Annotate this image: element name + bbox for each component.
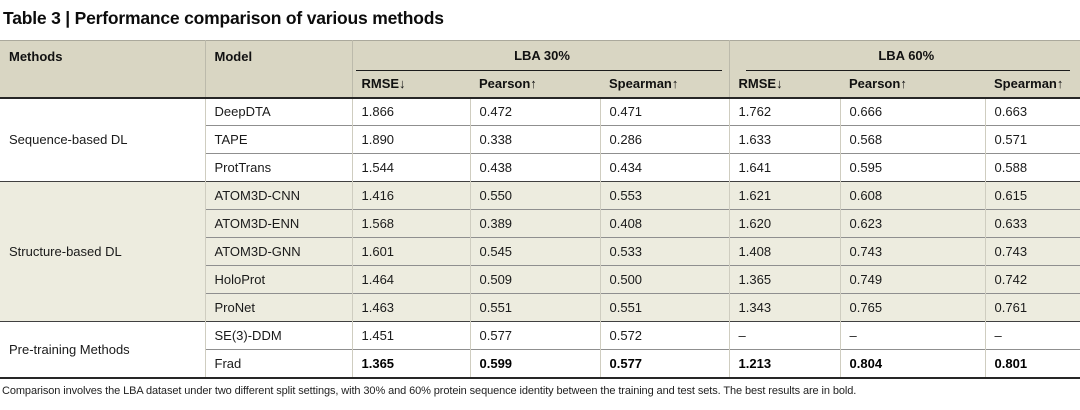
metric-cell: 0.434 xyxy=(599,153,730,182)
metric-cell: 1.213 xyxy=(728,349,841,378)
metric-cell: 1.890 xyxy=(351,125,470,154)
metric-cell: 0.572 xyxy=(599,321,730,350)
metric-cell: 1.601 xyxy=(351,237,470,266)
column-header-pearson-30: Pearson↑ xyxy=(470,70,600,99)
metric-cell: 1.620 xyxy=(728,209,841,238)
table-figure: Table 3 | Performance comparison of vari… xyxy=(0,8,1080,410)
metric-cell: 0.749 xyxy=(839,265,986,294)
metric-cell: 0.553 xyxy=(599,181,730,210)
metric-cell: 0.551 xyxy=(469,293,600,322)
metric-cell: 0.568 xyxy=(839,125,986,154)
metric-cell: – xyxy=(984,321,1080,350)
metric-cell: 1.762 xyxy=(728,97,841,126)
model-cell: SE(3)-DDM xyxy=(204,321,352,350)
model-cell: ProtTrans xyxy=(204,153,352,182)
metric-cell: 1.365 xyxy=(351,349,470,378)
metric-cell: 0.550 xyxy=(469,181,600,210)
metric-cell: 0.338 xyxy=(469,125,600,154)
metric-cell: 1.641 xyxy=(728,153,841,182)
column-header-pearson-60: Pearson↑ xyxy=(840,70,986,99)
table-row: ATOM3D-ENN 1.568 0.389 0.408 1.620 0.623… xyxy=(0,209,1080,238)
metric-cell: – xyxy=(728,321,841,350)
metric-cell: 0.472 xyxy=(469,97,600,126)
table-row: Structure-based DL ATOM3D-CNN 1.416 0.55… xyxy=(0,181,1080,322)
table-body: Sequence-based DL DeepDTA 1.866 0.472 0.… xyxy=(0,97,1080,378)
table-header: Methods Model LBA 30% LBA 60% RMSE↓ Pear… xyxy=(0,40,1080,99)
metric-cell: 0.608 xyxy=(839,181,986,210)
metric-cell: 1.365 xyxy=(728,265,841,294)
column-group-lba60: LBA 60% xyxy=(728,40,1080,71)
method-group-label: Structure-based DL xyxy=(0,181,205,322)
metric-cell: 1.633 xyxy=(728,125,841,154)
metric-cell: 1.568 xyxy=(351,209,470,238)
metric-cell: 0.588 xyxy=(984,153,1080,182)
metric-cell: 0.595 xyxy=(839,153,986,182)
table-row: ProtTrans 1.544 0.438 0.434 1.641 0.595 … xyxy=(0,153,1080,182)
model-cell: ATOM3D-GNN xyxy=(204,237,352,266)
table-footnote: Comparison involves the LBA dataset unde… xyxy=(2,384,857,397)
metric-cell: 0.471 xyxy=(599,97,730,126)
metric-cell: 1.416 xyxy=(351,181,470,210)
table-row: HoloProt 1.464 0.509 0.500 1.365 0.749 0… xyxy=(0,265,1080,294)
metric-cell: 0.801 xyxy=(984,349,1080,378)
metric-cell: 1.451 xyxy=(351,321,470,350)
column-group-lba30: LBA 30% xyxy=(351,40,730,71)
metric-cell: 0.633 xyxy=(984,209,1080,238)
column-header-rmse-30: RMSE↓ xyxy=(351,70,470,99)
metric-cell: 0.615 xyxy=(984,181,1080,210)
metric-cell: 0.438 xyxy=(469,153,600,182)
metric-cell: 0.765 xyxy=(839,293,986,322)
metric-cell: 0.509 xyxy=(469,265,600,294)
performance-table: Methods Model LBA 30% LBA 60% RMSE↓ Pear… xyxy=(0,40,1080,379)
metric-cell: 0.533 xyxy=(599,237,730,266)
metric-cell: 0.761 xyxy=(984,293,1080,322)
metric-cell: 0.551 xyxy=(599,293,730,322)
metric-cell: 0.663 xyxy=(984,97,1080,126)
metric-cell: 1.621 xyxy=(728,181,841,210)
table-row: Pre-training Methods SE(3)-DDM 1.451 0.5… xyxy=(0,321,1080,378)
metric-cell: 0.500 xyxy=(599,265,730,294)
metric-cell: 1.544 xyxy=(351,153,470,182)
metric-cell: 0.742 xyxy=(984,265,1080,294)
metric-cell: 0.804 xyxy=(839,349,986,378)
metric-cell: 1.866 xyxy=(351,97,470,126)
metric-cell: 0.389 xyxy=(469,209,600,238)
table-row: ATOM3D-GNN 1.601 0.545 0.533 1.408 0.743… xyxy=(0,237,1080,266)
metric-cell: 0.286 xyxy=(599,125,730,154)
metric-cell: 1.343 xyxy=(728,293,841,322)
model-cell: ATOM3D-ENN xyxy=(204,209,352,238)
model-cell: DeepDTA xyxy=(204,97,352,126)
table-caption: Table 3 | Performance comparison of vari… xyxy=(3,8,444,28)
table-row-best: Frad 1.365 0.599 0.577 1.213 0.804 0.801 xyxy=(0,349,1080,378)
metric-cell: – xyxy=(839,321,986,350)
column-header-rmse-60: RMSE↓ xyxy=(728,70,841,99)
table-row: ProNet 1.463 0.551 0.551 1.343 0.765 0.7… xyxy=(0,293,1080,322)
metric-cell: 1.408 xyxy=(728,237,841,266)
metric-cell: 0.666 xyxy=(839,97,986,126)
metric-cell: 0.571 xyxy=(984,125,1080,154)
column-header-spearman-30: Spearman↑ xyxy=(600,70,730,99)
metric-cell: 0.623 xyxy=(839,209,986,238)
method-group-label: Sequence-based DL xyxy=(0,97,205,182)
model-cell: HoloProt xyxy=(204,265,352,294)
metric-cell: 0.545 xyxy=(469,237,600,266)
table-row: TAPE 1.890 0.338 0.286 1.633 0.568 0.571 xyxy=(0,125,1080,154)
metric-cell: 1.464 xyxy=(351,265,470,294)
metric-cell: 1.463 xyxy=(351,293,470,322)
metric-cell: 0.743 xyxy=(984,237,1080,266)
metric-cell: 0.599 xyxy=(469,349,600,378)
metric-cell: 0.577 xyxy=(469,321,600,350)
table-row: Sequence-based DL DeepDTA 1.866 0.472 0.… xyxy=(0,97,1080,182)
model-cell: ATOM3D-CNN xyxy=(204,181,352,210)
method-group-label: Pre-training Methods xyxy=(0,321,205,378)
metric-cell: 0.743 xyxy=(839,237,986,266)
model-cell: Frad xyxy=(204,349,352,378)
model-cell: ProNet xyxy=(204,293,352,322)
model-cell: TAPE xyxy=(204,125,352,154)
column-header-spearman-60: Spearman↑ xyxy=(985,70,1080,99)
column-header-methods: Methods xyxy=(0,40,205,99)
metric-cell: 0.408 xyxy=(599,209,730,238)
column-header-model: Model xyxy=(204,40,352,99)
metric-cell: 0.577 xyxy=(599,349,730,378)
